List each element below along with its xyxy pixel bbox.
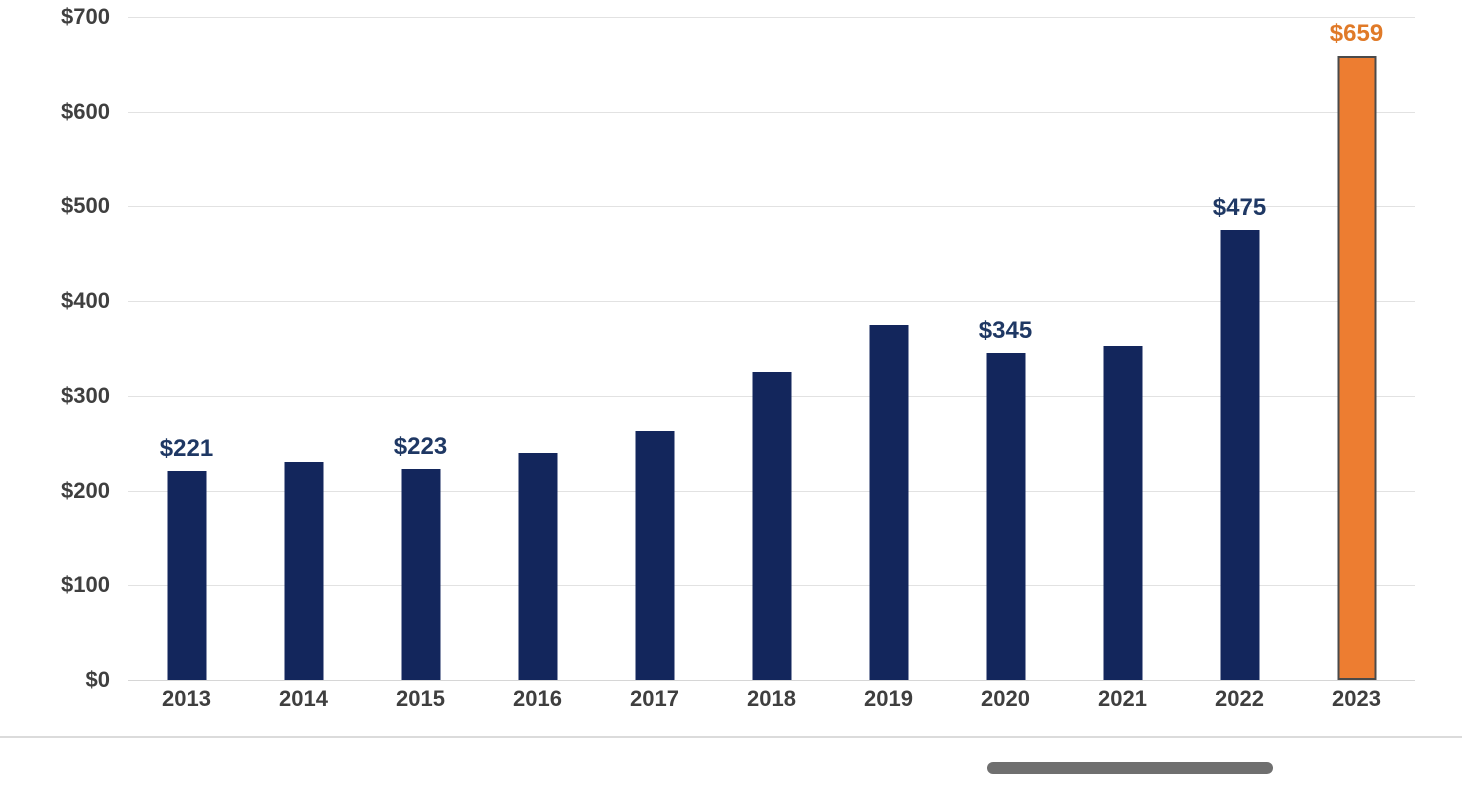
bar-column bbox=[479, 17, 596, 680]
bar-column: $345 bbox=[947, 17, 1064, 680]
bar-2019[interactable] bbox=[869, 324, 908, 680]
gridline bbox=[128, 301, 1415, 303]
x-axis-label: 2017 bbox=[630, 686, 679, 711]
x-axis-label: 2018 bbox=[747, 686, 796, 711]
bar-value-label: $223 bbox=[393, 432, 448, 460]
y-axis-tick-label: $100 bbox=[61, 572, 110, 598]
y-axis-tick-label: $0 bbox=[85, 667, 110, 692]
bar-2023[interactable] bbox=[1337, 55, 1376, 680]
x-axis-label: 2016 bbox=[513, 686, 562, 711]
bar-2017[interactable] bbox=[635, 430, 674, 680]
bar-column: $659 bbox=[1298, 17, 1415, 680]
bar-2020[interactable] bbox=[986, 353, 1025, 680]
x-axis-label: 2023 bbox=[1332, 686, 1381, 711]
bar-column bbox=[713, 17, 830, 680]
x-axis-label: 2014 bbox=[279, 686, 328, 711]
bar-value-label: $659 bbox=[1329, 19, 1384, 47]
bar-2021[interactable] bbox=[1103, 345, 1142, 680]
horizontal-scrollbar-thumb[interactable] bbox=[987, 762, 1273, 774]
x-axis-label: 2015 bbox=[396, 686, 445, 711]
bar-value-label: $345 bbox=[978, 317, 1033, 345]
bar-column bbox=[245, 17, 362, 680]
y-axis-tick-label: $500 bbox=[61, 193, 110, 219]
gridline bbox=[128, 111, 1415, 113]
x-axis-label: 2019 bbox=[864, 686, 913, 711]
gridline bbox=[128, 17, 1415, 18]
x-axis-label: 2020 bbox=[981, 686, 1030, 711]
x-axis-label: 2022 bbox=[1215, 686, 1264, 711]
bar-column: $223 bbox=[362, 17, 479, 680]
footer-divider bbox=[0, 736, 1462, 738]
bar-2013[interactable] bbox=[167, 470, 206, 680]
bar-column: $221 bbox=[128, 17, 245, 680]
bar-value-label: $221 bbox=[159, 434, 214, 462]
y-axis-tick-label: $300 bbox=[61, 382, 110, 408]
y-axis-tick-label: $700 bbox=[61, 4, 110, 29]
y-axis-tick-label: $400 bbox=[61, 288, 110, 314]
bar-2018[interactable] bbox=[752, 372, 791, 680]
y-axis-tick-label: $200 bbox=[61, 477, 110, 503]
bar-2015[interactable] bbox=[401, 468, 440, 680]
bar-2014[interactable] bbox=[284, 462, 323, 680]
bar-column: $475 bbox=[1181, 17, 1298, 680]
bar-column bbox=[596, 17, 713, 680]
x-axis-label: 2021 bbox=[1098, 686, 1147, 711]
bar-column bbox=[830, 17, 947, 680]
y-axis-tick-label: $600 bbox=[61, 98, 110, 124]
bar-value-label: $475 bbox=[1212, 194, 1267, 222]
x-axis-label: 2013 bbox=[162, 686, 211, 711]
gridline bbox=[128, 206, 1415, 208]
plot-area: $221 $223 $345 $475 $659 bbox=[128, 17, 1415, 681]
gridline bbox=[128, 680, 1415, 681]
bar-column bbox=[1064, 17, 1181, 680]
bar-2022[interactable] bbox=[1220, 230, 1259, 680]
bar-2016[interactable] bbox=[518, 452, 557, 680]
